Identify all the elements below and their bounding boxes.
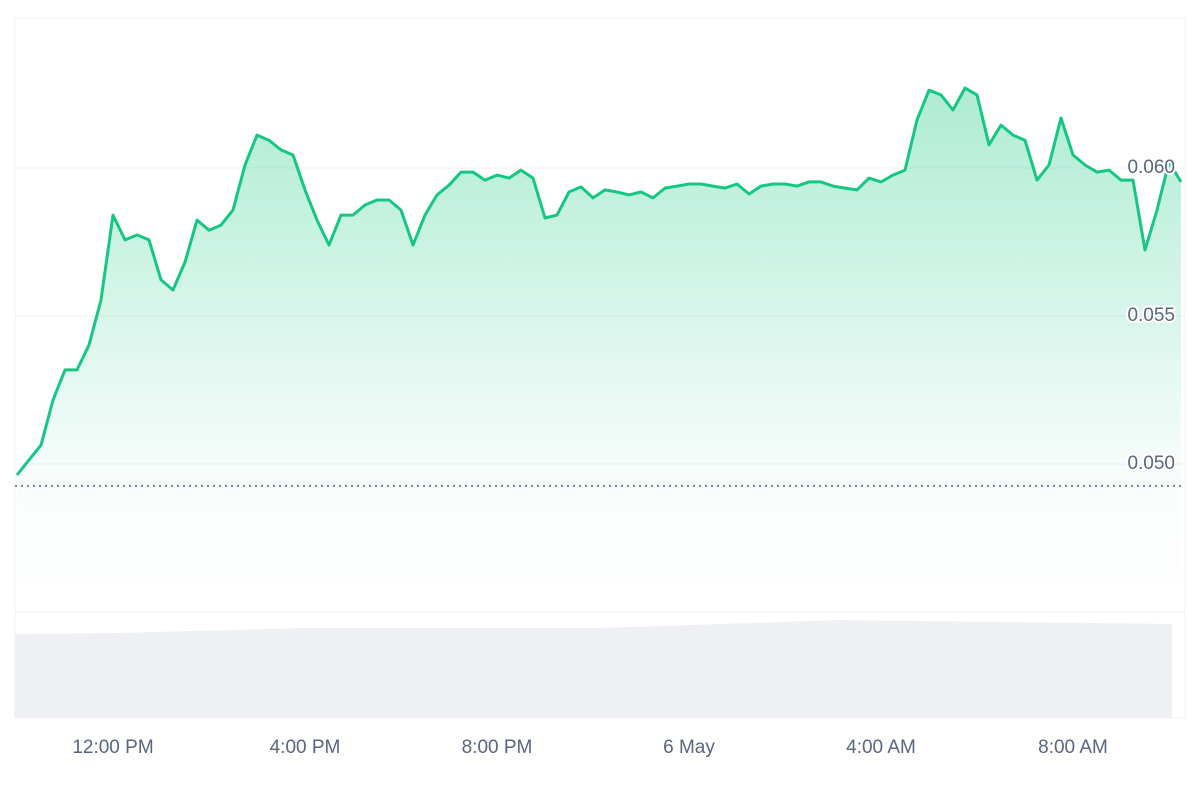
volume-area [15, 620, 1172, 718]
x-tick-label: 8:00 AM [1038, 737, 1108, 758]
y-tick-label: 0.050 [1127, 453, 1175, 474]
x-tick-label: 12:00 PM [72, 737, 153, 758]
price-line [15, 86, 1183, 476]
y-tick-label: 0.055 [1127, 305, 1175, 326]
y-tick-label: 0.060 [1127, 157, 1175, 178]
x-tick-label: 8:00 PM [462, 737, 533, 758]
price-area [17, 88, 1181, 613]
x-tick-label: 4:00 PM [270, 737, 341, 758]
x-tick-label: 6 May [663, 737, 715, 758]
x-tick-label: 4:00 AM [846, 737, 916, 758]
